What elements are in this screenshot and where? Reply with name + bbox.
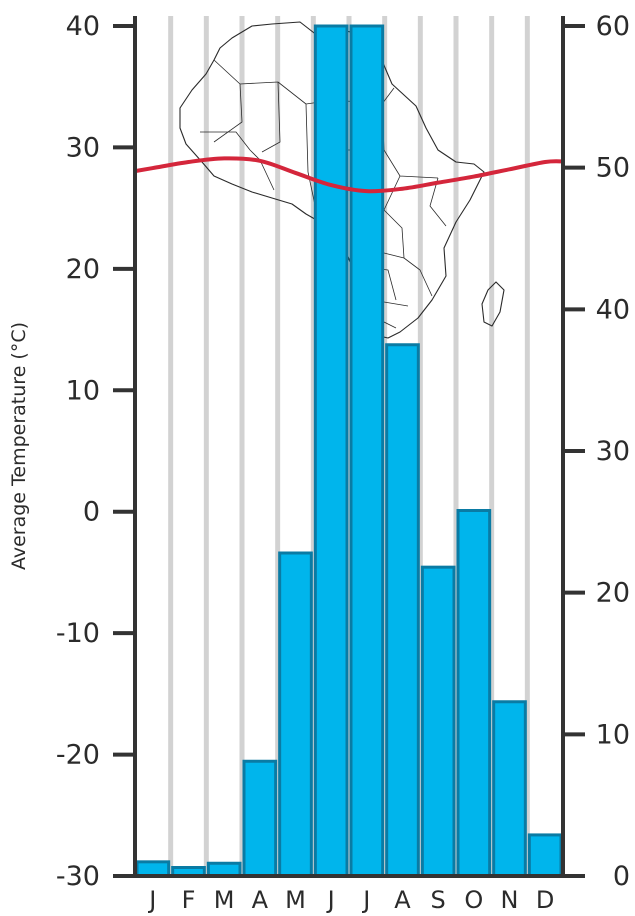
month-label: J	[147, 886, 156, 914]
month-label: D	[536, 886, 554, 914]
month-label: A	[394, 886, 411, 914]
left-tick-label: -30	[56, 861, 100, 892]
bar	[135, 860, 171, 878]
right-tick-label: 30	[596, 436, 630, 467]
bar	[385, 343, 420, 878]
bar	[313, 24, 349, 878]
bar	[242, 759, 278, 878]
month-label: J	[361, 886, 370, 914]
left-tick-label: 0	[83, 497, 100, 528]
precipitation-bars	[135, 24, 563, 878]
month-label: M	[285, 886, 306, 914]
month-label: A	[252, 886, 269, 914]
bar	[492, 700, 527, 878]
y-axis-title-left: Average Temperature (°C)	[8, 322, 30, 570]
month-label: F	[182, 886, 196, 914]
left-tick-label: 10	[66, 375, 100, 406]
month-label: M	[214, 886, 235, 914]
left-tick-label: 40	[66, 11, 100, 42]
month-label: J	[326, 886, 335, 914]
bar	[456, 509, 492, 878]
right-tick-label: 50	[596, 153, 630, 184]
madagascar-outline	[481, 281, 505, 327]
bar	[349, 24, 385, 878]
left-tick-label: 30	[66, 132, 100, 163]
left-tick-label: -10	[56, 618, 100, 649]
month-label: S	[431, 886, 446, 914]
right-axis-ticks: 60 50 40 30 20 10 0	[563, 11, 630, 892]
right-tick-label: 0	[613, 861, 630, 892]
bar	[420, 565, 456, 878]
right-tick-label: 10	[596, 719, 630, 750]
temperature-line	[133, 156, 565, 194]
bar	[278, 551, 313, 878]
month-label: O	[464, 886, 483, 914]
left-tick-label: 20	[66, 254, 100, 285]
left-tick-label: -20	[56, 740, 100, 771]
month-label: N	[501, 886, 519, 914]
right-tick-label: 40	[596, 294, 630, 325]
bar	[527, 833, 563, 878]
left-axis-ticks: 40 30 20 10 0 -10 -20 -30	[56, 11, 135, 892]
right-tick-label: 60	[596, 11, 630, 42]
right-tick-label: 20	[596, 578, 630, 609]
